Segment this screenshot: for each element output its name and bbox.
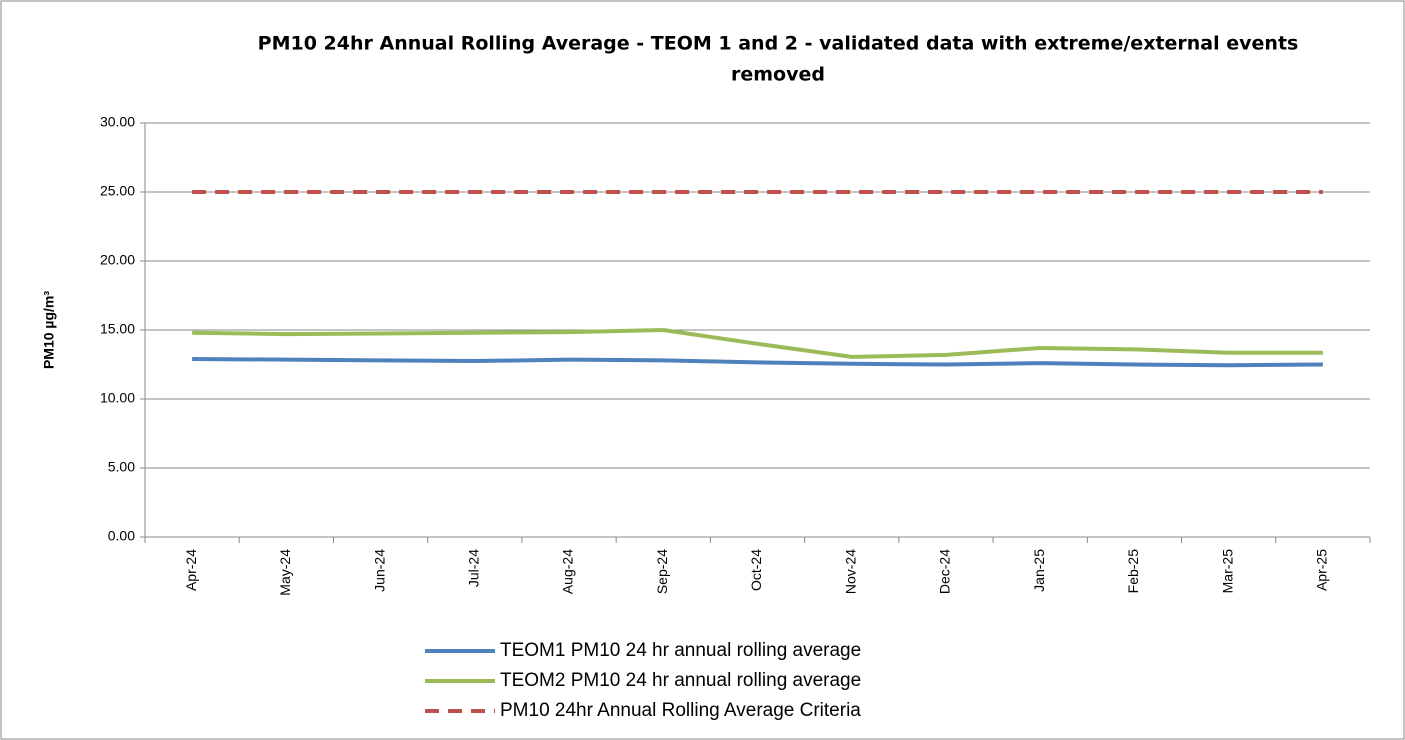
x-tick-label: Feb-25 <box>1125 549 1141 594</box>
y-tick-label: 5.00 <box>108 459 135 475</box>
chart-title: PM10 24hr Annual Rolling Average - TEOM … <box>258 33 1299 55</box>
x-tick-label: Jul-24 <box>466 549 482 587</box>
x-tick-label: May-24 <box>277 549 293 596</box>
x-tick-label: Jun-24 <box>371 549 387 592</box>
y-tick-label: 10.00 <box>100 390 135 406</box>
x-tick-label: Sep-24 <box>654 549 670 594</box>
legend-label: PM10 24hr Annual Rolling Average Criteri… <box>500 700 861 721</box>
x-tick-label: Aug-24 <box>560 549 576 594</box>
y-tick-label: 25.00 <box>100 183 135 199</box>
x-tick-label: Apr-24 <box>183 549 199 591</box>
y-axis-label: PM10 µg/m³ <box>41 291 57 369</box>
x-tick-label: Dec-24 <box>937 549 953 594</box>
chart-title: removed <box>731 64 825 86</box>
y-tick-label: 20.00 <box>100 252 135 268</box>
x-tick-label: Nov-24 <box>842 549 858 594</box>
series-line <box>192 356 1323 368</box>
x-tick-label: Jan-25 <box>1031 549 1047 592</box>
x-tick-label: Apr-25 <box>1314 549 1330 591</box>
legend-label: TEOM1 PM10 24 hr annual rolling average <box>500 640 861 661</box>
x-tick-label: Mar-25 <box>1219 549 1235 594</box>
series-line <box>192 328 1323 359</box>
y-tick-label: 15.00 <box>100 321 135 337</box>
y-tick-label: 0.00 <box>108 528 135 544</box>
legend-label: TEOM2 PM10 24 hr annual rolling average <box>500 670 861 691</box>
y-tick-label: 30.00 <box>100 114 135 130</box>
x-tick-label: Oct-24 <box>748 549 764 591</box>
